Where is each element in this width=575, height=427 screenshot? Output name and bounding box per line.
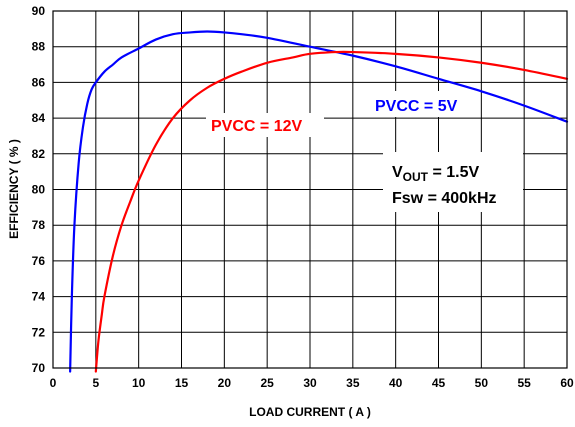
label-fsw: Fsw = 400kHz: [392, 190, 497, 207]
series-line-pvcc-12v: [94, 50, 569, 373]
y-tick-label: 90: [32, 4, 46, 18]
x-tick-label: 50: [475, 376, 489, 390]
x-tick-label: 10: [132, 376, 146, 390]
y-tick-label: 76: [32, 254, 46, 268]
x-tick-label: 45: [432, 376, 446, 390]
label-vout-v: V: [392, 164, 403, 181]
x-tick-label: 20: [218, 376, 232, 390]
y-tick-label: 74: [32, 290, 46, 304]
label-vout: VOUT = 1.5V: [392, 164, 479, 184]
label-vout-sub: OUT: [403, 170, 429, 184]
label-pvcc12: PVCC = 12V: [211, 118, 302, 135]
x-tick-label: 5: [92, 376, 99, 390]
y-axis-label: EFFICIENCY ( % ): [7, 139, 21, 239]
y-tick-label: 82: [32, 147, 46, 161]
series-line-pvcc-5v: [69, 30, 569, 373]
x-tick-label: 15: [175, 376, 189, 390]
label-pvcc5: PVCC = 5V: [375, 98, 458, 115]
x-tick-label: 35: [346, 376, 360, 390]
y-tick-label: 86: [32, 75, 46, 89]
y-tick-label: 80: [32, 183, 46, 197]
x-tick-label: 0: [50, 376, 57, 390]
y-tick-label: 72: [32, 325, 46, 339]
x-tick-labels: 0 5 10 15 20 25 30 35 40 45 50 55 60: [50, 376, 574, 390]
x-axis-label: LOAD CURRENT ( A ): [249, 405, 371, 419]
y-tick-label: 84: [32, 111, 46, 125]
y-tick-labels: 70 72 74 76 78 80 82 84 86 88 90: [32, 4, 46, 375]
x-tick-label: 55: [517, 376, 531, 390]
label-bg-conditions: [383, 152, 523, 212]
label-bg-pvcc12: [206, 113, 324, 137]
plot-frame: [52, 10, 568, 369]
y-tick-label: 70: [32, 361, 46, 375]
label-vout-value: = 1.5V: [428, 164, 479, 181]
x-tick-label: 40: [389, 376, 403, 390]
x-tick-label: 60: [560, 376, 574, 390]
y-tick-label: 88: [32, 40, 46, 54]
x-tick-label: 25: [260, 376, 274, 390]
series-group: [69, 30, 569, 373]
y-tick-label: 78: [32, 218, 46, 232]
x-tick-label: 30: [303, 376, 317, 390]
label-bg-pvcc5: [367, 91, 475, 117]
